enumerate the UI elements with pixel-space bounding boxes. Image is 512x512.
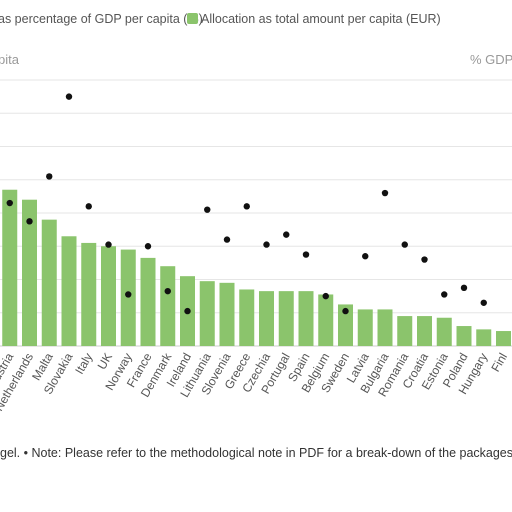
x-tick-labels: yAustriaNetherlandsMaltaSlovakiaItalyUKN… — [0, 350, 510, 414]
bar-bulgaria — [377, 309, 393, 346]
right-axis-title: % GDP p — [470, 52, 512, 67]
bar-hungary — [476, 329, 492, 346]
bar-estonia — [436, 317, 452, 346]
bar-austria — [2, 189, 18, 346]
dots — [6, 93, 487, 315]
bar-czechia — [259, 291, 274, 346]
legend-label-allocation: Allocation as total amount per capita (E… — [201, 12, 441, 26]
dot-poland — [460, 284, 468, 292]
bar-sweden — [338, 304, 353, 346]
source-note: gel. • Note: Please refer to the methodo… — [0, 446, 512, 460]
bar-slovakia — [61, 236, 77, 346]
bar-norway — [120, 249, 136, 346]
dot-spain — [302, 251, 310, 258]
bar-romania — [397, 316, 413, 346]
bar-malta — [41, 219, 57, 346]
bar-belgium — [318, 294, 334, 346]
dot-netherlands — [26, 218, 33, 225]
dot-uk — [105, 241, 112, 248]
left-axis-title: pita — [0, 52, 19, 67]
dot-portugal — [283, 231, 290, 238]
bar-finl — [496, 331, 511, 346]
dot-bulgaria — [381, 189, 389, 197]
dot-estonia — [441, 291, 448, 298]
legend-label-percentage-gdp: as percentage of GDP per capita (%) — [0, 12, 203, 26]
dot-greece — [243, 203, 250, 210]
bar-croatia — [417, 316, 432, 346]
dot-latvia — [362, 253, 369, 260]
dot-italy — [85, 203, 92, 210]
legend: as percentage of GDP per capita (%) Allo… — [0, 10, 512, 30]
bar-denmark — [160, 266, 176, 346]
dot-france — [144, 243, 152, 250]
dot-malta — [46, 173, 53, 180]
bar-spain — [298, 291, 314, 346]
bar-italy — [81, 242, 97, 346]
dot-sweden — [342, 307, 349, 315]
dot-slovenia — [223, 236, 231, 243]
bar-latvia — [357, 309, 373, 346]
dot-slovakia — [65, 93, 73, 100]
dot-romania — [401, 241, 408, 248]
legend-swatch-allocation[interactable] — [187, 13, 198, 24]
bar-netherlands — [22, 199, 37, 346]
gridlines — [0, 79, 512, 347]
bar-portugal — [278, 291, 294, 346]
dot-austria — [6, 199, 13, 207]
dot-croatia — [421, 256, 428, 263]
bar-uk — [101, 246, 116, 346]
dot-lithuania — [204, 206, 211, 213]
bar-greece — [239, 289, 255, 346]
bar-chart: yAustriaNetherlandsMaltaSlovakiaItalyUKN… — [0, 79, 512, 414]
dot-hungary — [480, 299, 487, 306]
dot-norway — [125, 291, 132, 298]
dot-denmark — [164, 287, 171, 295]
dot-belgium — [322, 292, 329, 300]
x-tick-label: Italy — [72, 351, 95, 377]
bar-lithuania — [199, 281, 215, 346]
x-tick-label: Finl — [488, 351, 510, 375]
bar-slovenia — [219, 282, 235, 346]
bar-france — [140, 257, 156, 346]
dot-czechia — [263, 241, 270, 248]
dot-ireland — [184, 307, 191, 315]
bar-poland — [456, 326, 472, 346]
bars — [2, 189, 511, 346]
